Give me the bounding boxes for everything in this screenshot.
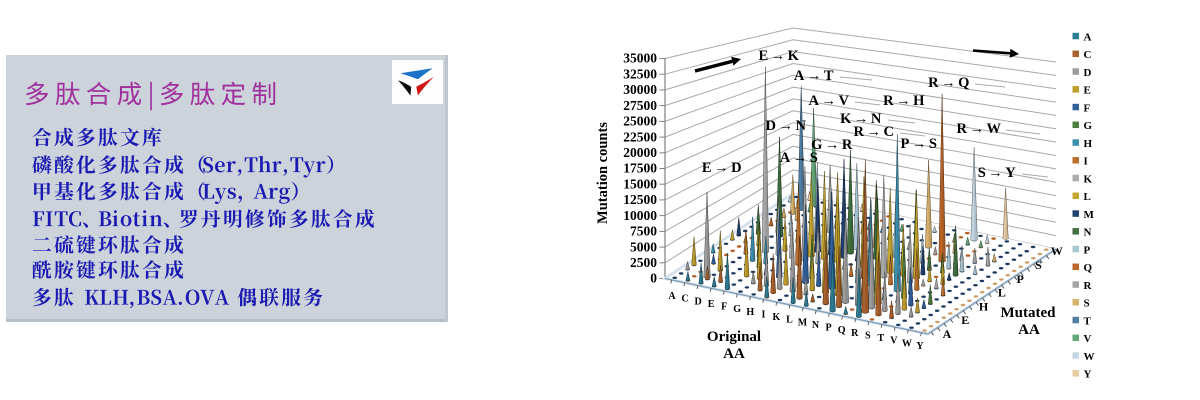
svg-text:D→N: D→N (766, 118, 809, 134)
svg-text:W: W (1051, 244, 1063, 258)
svg-text:Y: Y (1084, 369, 1092, 381)
svg-text:L: L (786, 315, 793, 326)
svg-text:H: H (746, 307, 754, 318)
svg-text:G: G (1084, 120, 1093, 132)
svg-text:A→V: A→V (809, 93, 852, 109)
svg-text:I: I (1084, 156, 1088, 168)
svg-text:S: S (865, 330, 871, 341)
svg-text:10000: 10000 (623, 208, 657, 223)
svg-text:A: A (1084, 31, 1092, 43)
svg-text:K→N: K→N (840, 111, 884, 127)
svg-text:E→K: E→K (759, 48, 802, 64)
svg-text:P: P (1084, 244, 1091, 256)
svg-text:AA: AA (1018, 322, 1040, 338)
svg-text:12500: 12500 (623, 192, 657, 207)
svg-text:E: E (1084, 85, 1091, 97)
svg-text:N: N (1084, 227, 1092, 239)
svg-text:G: G (733, 304, 741, 315)
svg-text:K: K (773, 312, 781, 323)
svg-text:P→S: P→S (901, 136, 940, 152)
svg-text:22500: 22500 (623, 129, 657, 144)
svg-text:K: K (1084, 173, 1093, 185)
svg-text:D: D (1084, 67, 1092, 79)
svg-text:A→S: A→S (780, 150, 821, 166)
svg-text:Mutation counts: Mutation counts (595, 122, 611, 224)
svg-text:Q: Q (1084, 262, 1093, 274)
svg-text:E→D: E→D (702, 160, 744, 176)
svg-text:Y: Y (916, 341, 924, 352)
svg-text:L: L (998, 286, 1006, 300)
svg-text:A: A (943, 327, 952, 341)
svg-text:L: L (1084, 191, 1091, 203)
svg-text:2500: 2500 (630, 255, 657, 270)
svg-text:F: F (1084, 102, 1091, 114)
svg-text:0: 0 (650, 271, 657, 286)
svg-text:W: W (1084, 351, 1095, 363)
svg-text:W: W (902, 338, 912, 349)
svg-text:17500: 17500 (623, 161, 657, 176)
svg-text:R→Q: R→Q (928, 75, 972, 91)
svg-text:R: R (1084, 280, 1093, 292)
svg-text:20000: 20000 (623, 145, 657, 160)
svg-text:V: V (890, 336, 898, 347)
svg-text:E: E (708, 299, 715, 310)
svg-text:P: P (1017, 272, 1024, 286)
svg-text:T: T (1084, 315, 1092, 327)
svg-text:AA: AA (723, 346, 745, 362)
svg-text:C: C (681, 294, 688, 305)
svg-text:M: M (1084, 209, 1095, 221)
svg-text:D: D (694, 296, 701, 307)
svg-text:S: S (1084, 298, 1090, 310)
svg-text:A: A (668, 291, 676, 302)
svg-text:30000: 30000 (623, 82, 657, 97)
svg-text:R→W: R→W (957, 121, 1004, 137)
svg-text:7500: 7500 (630, 224, 657, 239)
svg-text:N: N (812, 320, 820, 331)
svg-text:35000: 35000 (623, 51, 657, 66)
svg-text:P: P (826, 323, 832, 334)
svg-text:C: C (1084, 49, 1092, 61)
svg-text:32500: 32500 (623, 66, 657, 81)
svg-text:27500: 27500 (623, 98, 657, 113)
svg-text:E: E (961, 313, 969, 327)
svg-text:R: R (851, 328, 859, 339)
svg-text:S→Y: S→Y (978, 165, 1019, 181)
svg-text:5000: 5000 (630, 239, 657, 254)
svg-text:Original: Original (707, 329, 761, 345)
svg-text:H: H (979, 299, 989, 313)
svg-text:I: I (761, 309, 765, 320)
svg-text:15000: 15000 (623, 176, 657, 191)
svg-text:A→T: A→T (794, 68, 836, 84)
svg-text:Q: Q (838, 325, 846, 336)
svg-text:F: F (721, 302, 727, 313)
svg-text:M: M (798, 317, 808, 328)
svg-text:R→C: R→C (854, 124, 897, 140)
svg-text:S: S (1035, 258, 1042, 272)
svg-text:R→H: R→H (883, 93, 927, 109)
svg-text:Mutated: Mutated (1001, 305, 1057, 321)
svg-text:H: H (1084, 138, 1093, 150)
svg-text:25000: 25000 (623, 114, 657, 129)
svg-text:T: T (877, 333, 884, 344)
svg-text:V: V (1084, 333, 1092, 345)
svg-text:G→R: G→R (811, 137, 855, 153)
